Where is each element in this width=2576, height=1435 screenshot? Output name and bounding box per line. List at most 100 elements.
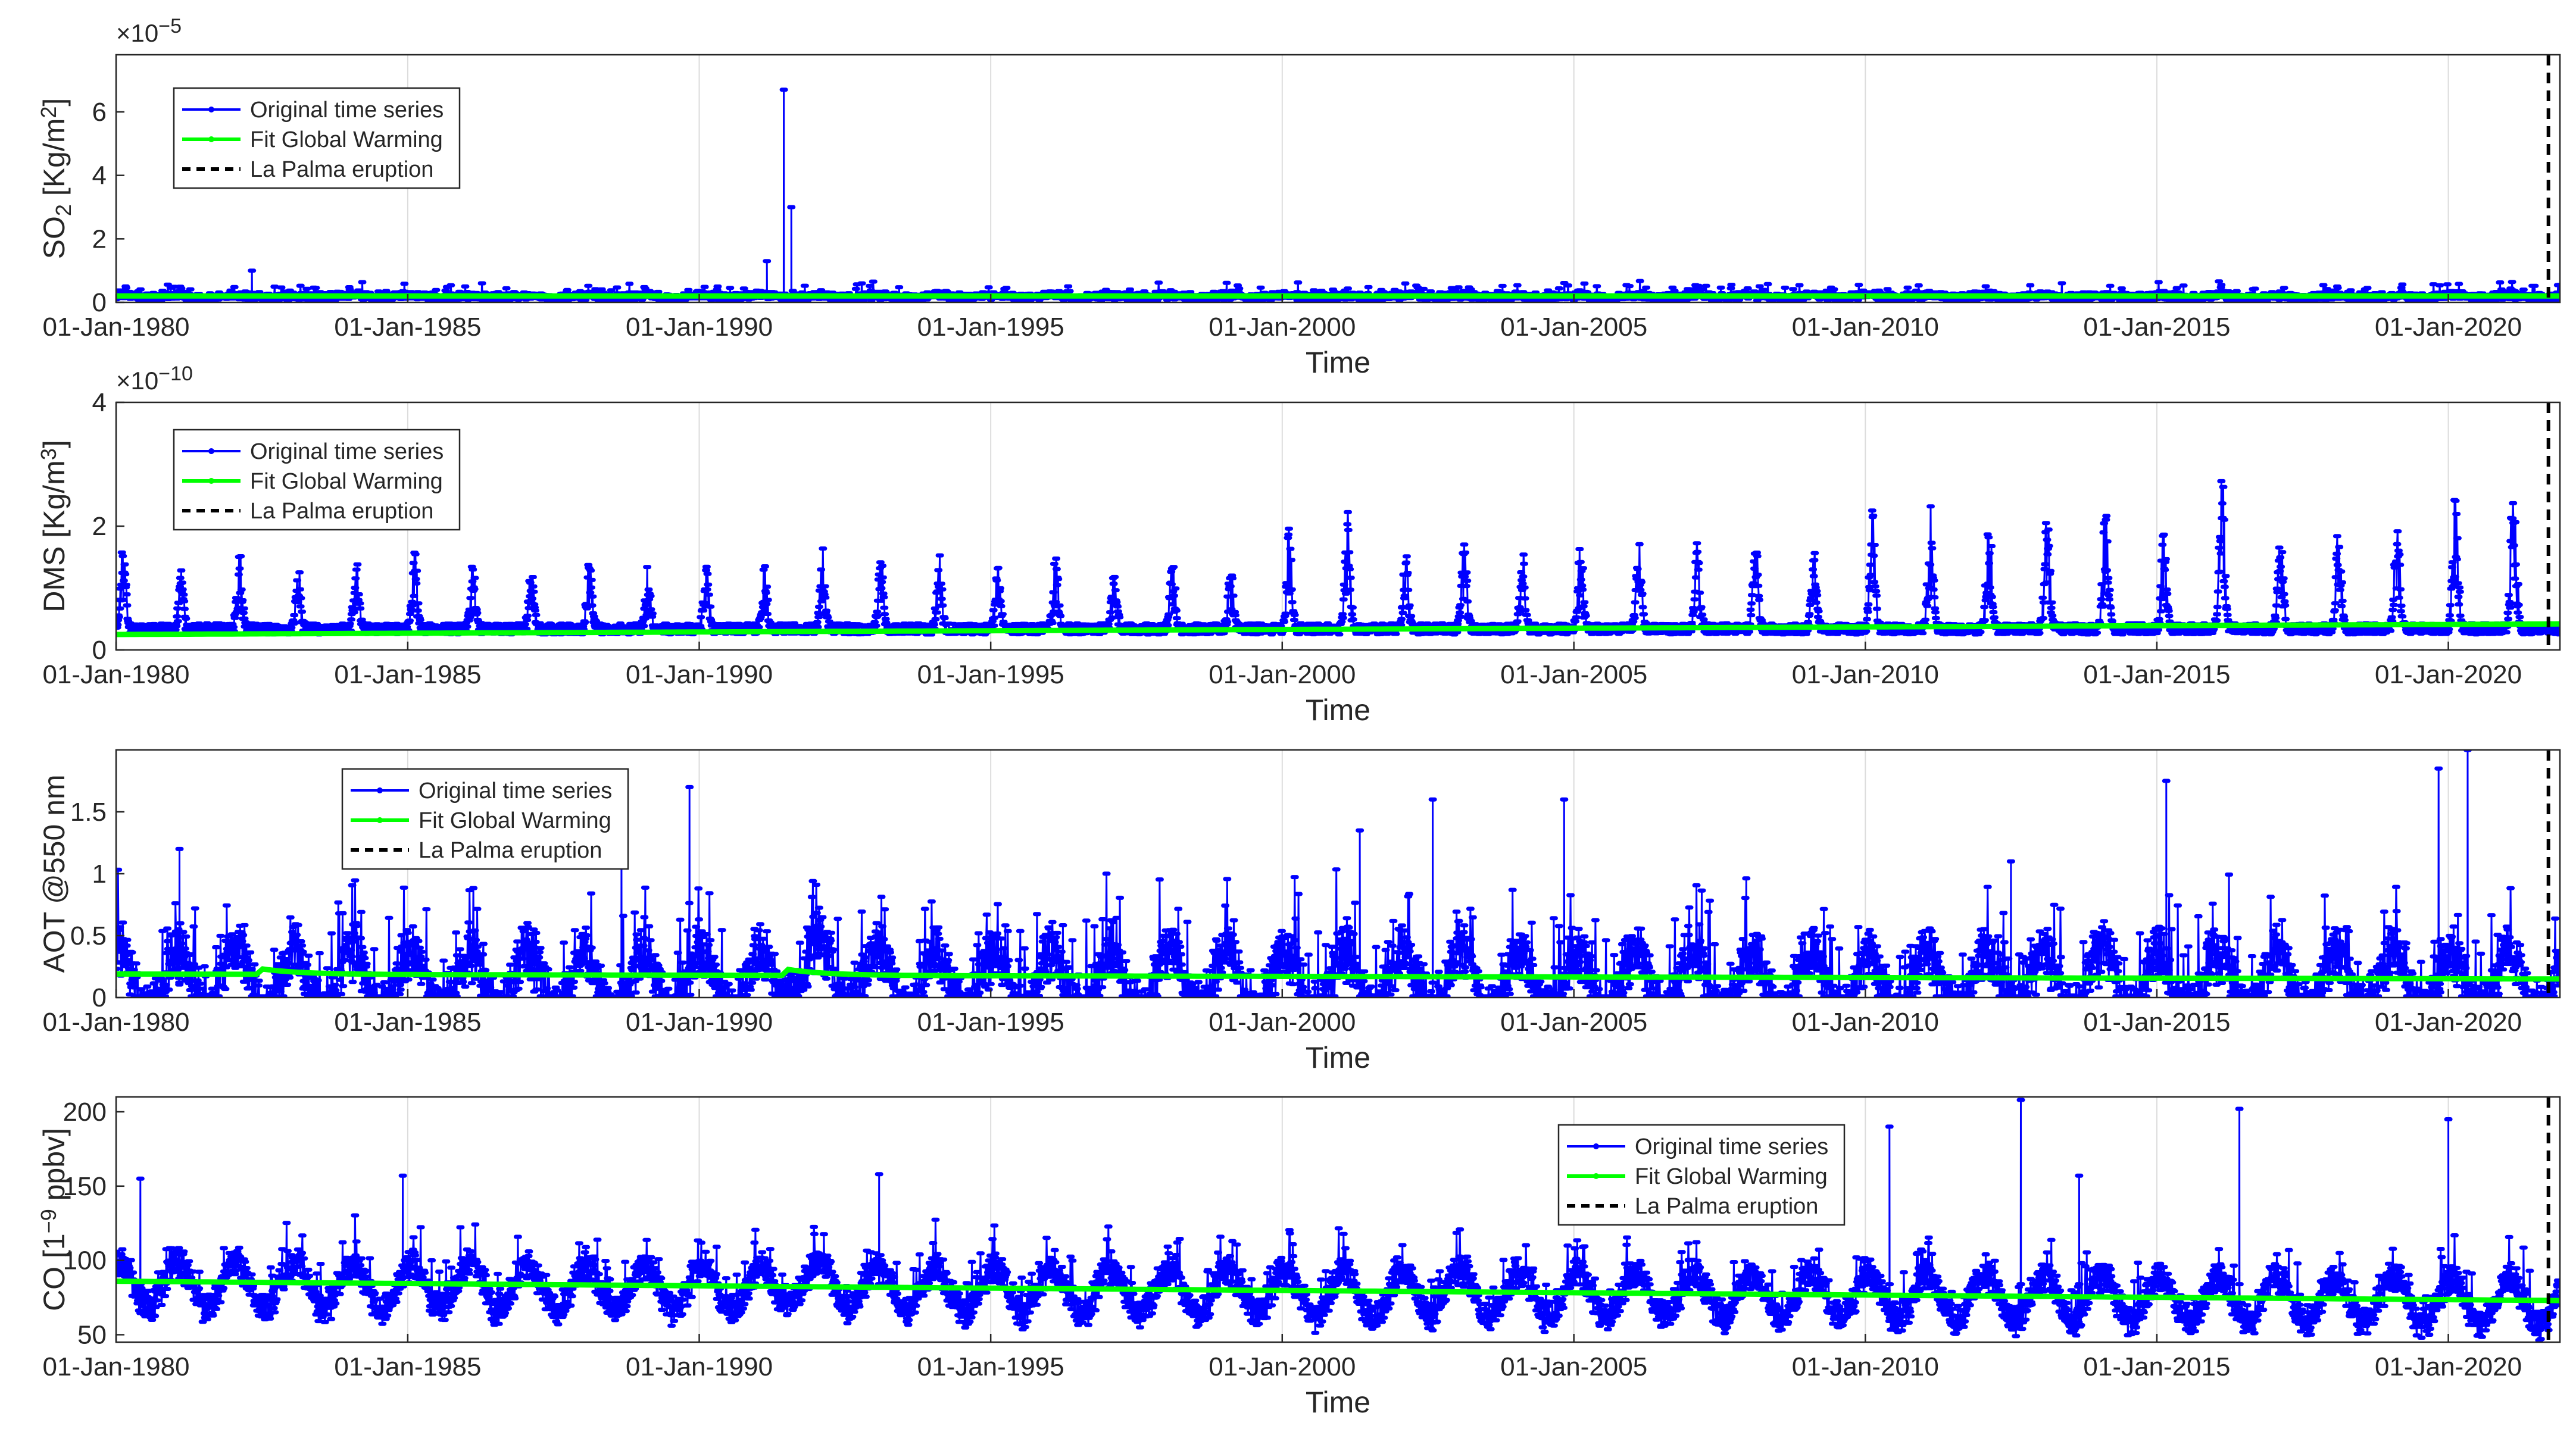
legend-label: Original time series <box>419 779 612 804</box>
y-axis-label: DMS [Kg/m3] <box>36 440 71 612</box>
x-tick-label: 01-Jan-1990 <box>626 660 773 689</box>
x-axis-label: Time <box>1306 1041 1370 1074</box>
x-tick-label: 01-Jan-2020 <box>2375 1352 2522 1381</box>
legend-label: La Palma eruption <box>419 838 602 863</box>
legend-marker <box>377 787 383 793</box>
x-tick-label: 01-Jan-1995 <box>917 312 1064 342</box>
legend-label: Fit Global Warming <box>419 808 611 833</box>
x-tick-label: 01-Jan-2010 <box>1792 312 1939 342</box>
x-tick-label: 01-Jan-2020 <box>2375 1008 2522 1037</box>
series-original-time-series <box>116 89 2560 302</box>
y-tick-label: 4 <box>92 388 107 417</box>
y-axis-label: CO [1−9 ppbv] <box>36 1128 71 1311</box>
legend: Original time series Fit Global Warming La… <box>341 768 629 870</box>
x-tick-label: 01-Jan-1990 <box>626 1352 773 1381</box>
x-tick-label: 01-Jan-2010 <box>1792 660 1939 689</box>
legend-label: Fit Global Warming <box>250 127 443 152</box>
y-tick-label: 4 <box>92 161 107 190</box>
y-tick-label: 6 <box>92 98 107 127</box>
legend-marker <box>208 478 214 484</box>
x-tick-label: 01-Jan-2000 <box>1209 312 1356 342</box>
legend: Original time series Fit Global Warming La… <box>1557 1124 1846 1226</box>
y-tick-label: 0 <box>92 288 107 317</box>
panel-1: 01-Jan-1980 01-Jan-1985 01-Jan-1990 01-Jan-… <box>36 15 2561 379</box>
x-tick-label: 01-Jan-1985 <box>334 660 481 689</box>
y-tick-label: 1.5 <box>70 798 107 827</box>
x-tick-label: 01-Jan-2010 <box>1792 1352 1939 1381</box>
y-tick-label: 2 <box>92 224 107 254</box>
series-fit-global-warming <box>116 621 2560 637</box>
legend: Original time series Fit Global Warming La… <box>173 429 461 531</box>
series-original-markers <box>116 750 2560 998</box>
x-tick-label: 01-Jan-1980 <box>42 1008 189 1037</box>
legend-marker <box>1593 1143 1599 1149</box>
x-axis-label: Time <box>1306 346 1370 379</box>
x-tick-label: 01-Jan-2015 <box>2083 1008 2230 1037</box>
x-tick-label: 01-Jan-2005 <box>1500 312 1647 342</box>
legend-marker <box>208 448 214 454</box>
legend-marker <box>208 136 214 142</box>
legend-label: La Palma eruption <box>1635 1194 1818 1219</box>
legend-marker <box>1593 1173 1599 1179</box>
x-tick-label: 01-Jan-1980 <box>42 660 189 689</box>
x-tick-label: 01-Jan-1985 <box>334 1352 481 1381</box>
x-tick-label: 01-Jan-1990 <box>626 1008 773 1037</box>
y-axis-label: AOT @550 nm <box>38 774 71 973</box>
axes-box <box>115 401 2561 651</box>
x-tick-label: 01-Jan-1985 <box>334 312 481 342</box>
y-tick-label: 1 <box>92 859 107 889</box>
x-tick-label: 01-Jan-1980 <box>42 312 189 342</box>
x-tick-label: 01-Jan-2000 <box>1209 1008 1356 1037</box>
y-exponent-label: ×10−10 <box>116 362 193 395</box>
x-tick-label: 01-Jan-2000 <box>1209 1352 1356 1381</box>
x-tick-label: 01-Jan-2015 <box>2083 1352 2230 1381</box>
series-original-markers <box>116 479 2560 637</box>
x-axis-label: Time <box>1306 693 1370 727</box>
x-tick-label: 01-Jan-2005 <box>1500 660 1647 689</box>
x-tick-label: 01-Jan-1980 <box>42 1352 189 1381</box>
x-tick-label: 01-Jan-2010 <box>1792 1008 1939 1037</box>
x-tick-label: 01-Jan-1990 <box>626 312 773 342</box>
x-tick-label: 01-Jan-1995 <box>917 1352 1064 1381</box>
y-tick-label: 200 <box>63 1098 107 1127</box>
legend-label: La Palma eruption <box>250 499 433 524</box>
series-original-time-series <box>116 480 2560 636</box>
x-tick-label: 01-Jan-2005 <box>1500 1008 1647 1037</box>
y-tick-label: 0 <box>92 636 107 665</box>
x-tick-label: 01-Jan-1985 <box>334 1008 481 1037</box>
legend-marker <box>208 107 214 112</box>
panel-4: 01-Jan-1980 01-Jan-1985 01-Jan-1990 01-Jan-… <box>36 1096 2561 1419</box>
legend-label: Fit Global Warming <box>1635 1164 1828 1189</box>
legend-label: Original time series <box>250 439 444 464</box>
series-fit-global-warming <box>116 966 2560 982</box>
x-tick-label: 01-Jan-2020 <box>2375 312 2522 342</box>
y-exponent-label: ×10−5 <box>116 15 182 47</box>
x-axis-label: Time <box>1306 1386 1370 1419</box>
series-fit-global-warming <box>116 1278 2560 1303</box>
y-tick-label: 0 <box>92 983 107 1012</box>
panel-2: 01-Jan-1980 01-Jan-1985 01-Jan-1990 01-Jan-… <box>36 362 2561 727</box>
legend-label: Original time series <box>1635 1134 1828 1159</box>
legend-label: Fit Global Warming <box>250 469 443 494</box>
x-tick-label: 01-Jan-2015 <box>2083 660 2230 689</box>
series-original-markers <box>116 87 2560 302</box>
y-tick-label: 150 <box>63 1172 107 1201</box>
x-tick-label: 01-Jan-2000 <box>1209 660 1356 689</box>
legend: Original time series Fit Global Warming La… <box>173 87 461 189</box>
series-original-markers <box>116 1098 2560 1342</box>
legend-label: Original time series <box>250 98 444 123</box>
axes-box <box>115 54 2561 304</box>
y-tick-label: 0.5 <box>70 921 107 951</box>
y-tick-label: 100 <box>63 1246 107 1275</box>
y-tick-label: 50 <box>77 1321 107 1350</box>
x-tick-label: 01-Jan-1995 <box>917 1008 1064 1037</box>
x-tick-label: 01-Jan-2015 <box>2083 312 2230 342</box>
legend-marker <box>377 817 383 823</box>
x-tick-label: 01-Jan-1995 <box>917 660 1064 689</box>
panel-3: 01-Jan-1980 01-Jan-1985 01-Jan-1990 01-Jan-… <box>38 749 2561 1074</box>
y-axis-label: SO2 [Kg/m2] <box>36 98 76 260</box>
legend-label: La Palma eruption <box>250 157 433 182</box>
y-tick-label: 2 <box>92 512 107 541</box>
x-tick-label: 01-Jan-2005 <box>1500 1352 1647 1381</box>
